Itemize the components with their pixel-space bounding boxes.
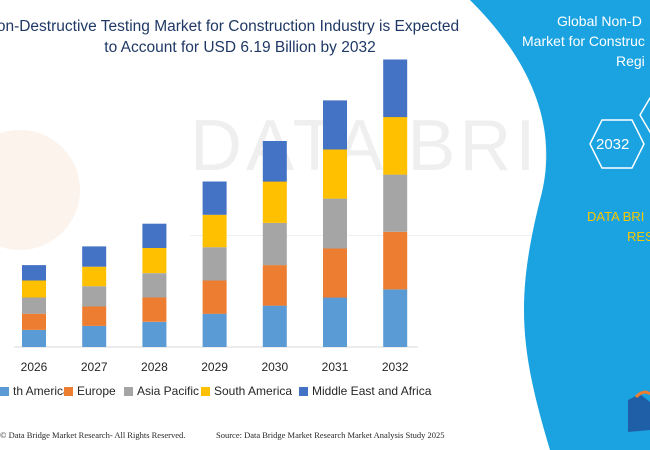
x-tick-labels: 2026 2027 2028 2029 2030 2031 2032 — [21, 360, 409, 374]
bar-segment-2030-series-1 — [262, 265, 287, 306]
bar-segment-2030-series-4 — [262, 141, 287, 182]
bar-group — [22, 59, 408, 347]
panel-title-line-2: Market for Construc — [522, 33, 645, 49]
bar-segment-2026-series-3 — [22, 280, 46, 298]
x-tick-label-2029: 2029 — [201, 360, 228, 374]
panel-title-line-1: Global Non-D — [557, 13, 642, 29]
bar-segment-2028-series-2 — [142, 273, 167, 298]
legend-label: th America — [13, 384, 70, 398]
bar-segment-2027-series-2 — [82, 286, 107, 307]
bar-segment-2031-series-2 — [323, 198, 347, 249]
bar-segment-2032-series-3 — [383, 117, 408, 175]
legend-item-north-america: th America — [0, 384, 70, 398]
bar-segment-2028-series-4 — [142, 223, 167, 248]
x-tick-label-2027: 2027 — [81, 360, 108, 374]
legend-item-south-america: South America — [201, 384, 292, 398]
bar-segment-2027-series-0 — [82, 325, 107, 347]
bar-segment-2030-series-2 — [262, 222, 287, 266]
bar-segment-2031-series-4 — [323, 100, 347, 150]
brand-text-line-1: DATA BRI — [587, 209, 645, 224]
hexagon-2032 — [589, 119, 645, 169]
hexagon-year-label: 2032 — [596, 136, 630, 153]
bar-segment-2026-series-2 — [22, 297, 46, 314]
legend-label: Asia Pacific — [137, 384, 200, 398]
legend-swatch — [0, 386, 9, 396]
chart-title-line-2: to Account for USD 6.19 Billion by 2032 — [104, 39, 376, 56]
legend-swatch — [64, 386, 73, 396]
bar-segment-2032-series-1 — [383, 231, 408, 290]
x-tick-label-2030: 2030 — [261, 360, 288, 374]
brand-text-line-2: RES — [627, 229, 650, 244]
bar-segment-2030-series-0 — [262, 305, 287, 347]
bar-segment-2031-series-3 — [323, 149, 347, 199]
bar-segment-2029-series-4 — [202, 181, 227, 215]
legend-label: Europe — [77, 384, 116, 398]
bar-segment-2028-series-0 — [142, 321, 167, 347]
bar-segment-2027-series-1 — [82, 306, 107, 326]
legend-label: Middle East and Africa — [312, 384, 432, 398]
bar-segment-2032-series-0 — [383, 289, 408, 347]
x-tick-label-2031: 2031 — [322, 360, 349, 374]
footer-source: Source: Data Bridge Market Research Mark… — [216, 430, 445, 440]
legend-swatch — [124, 386, 133, 396]
bar-segment-2028-series-1 — [142, 297, 167, 322]
x-tick-label-2026: 2026 — [21, 360, 48, 374]
bar-segment-2028-series-3 — [142, 248, 167, 274]
brand-logo-icon — [628, 394, 650, 432]
bar-segment-2032-series-2 — [383, 174, 408, 232]
bar-segment-2026-series-4 — [22, 265, 46, 281]
footer-copyright: © Data Bridge Market Research- All Right… — [0, 430, 186, 440]
legend-item-europe: Europe — [64, 384, 116, 398]
legend-label: South America — [214, 384, 293, 398]
bar-segment-2030-series-3 — [262, 181, 287, 223]
bar-segment-2032-series-4 — [383, 59, 408, 118]
legend-swatch — [299, 386, 308, 396]
right-panel — [470, 0, 650, 450]
x-tick-label-2028: 2028 — [141, 360, 168, 374]
bar-segment-2027-series-3 — [82, 266, 107, 287]
watermark-logo — [0, 130, 80, 250]
panel-title-line-3: Regi — [616, 53, 645, 69]
legend-item-middle-east-africa: Middle East and Africa — [299, 384, 431, 398]
bar-segment-2029-series-1 — [202, 280, 227, 314]
bar-segment-2029-series-2 — [202, 247, 227, 281]
legend-item-asia-pacific: Asia Pacific — [124, 384, 199, 398]
bar-segment-2026-series-0 — [22, 330, 46, 347]
bar-segment-2029-series-3 — [202, 214, 227, 248]
legend-swatch — [201, 386, 210, 396]
brand-logo-accent-icon — [634, 390, 650, 399]
x-tick-label-2032: 2032 — [382, 360, 409, 374]
bar-segment-2029-series-0 — [202, 313, 227, 347]
chart-title-line-1: on-Destructive Testing Market for Constr… — [0, 18, 460, 35]
bar-segment-2026-series-1 — [22, 313, 46, 330]
bar-segment-2031-series-0 — [323, 297, 347, 347]
bar-segment-2031-series-1 — [323, 248, 347, 298]
bar-segment-2027-series-4 — [82, 246, 107, 267]
